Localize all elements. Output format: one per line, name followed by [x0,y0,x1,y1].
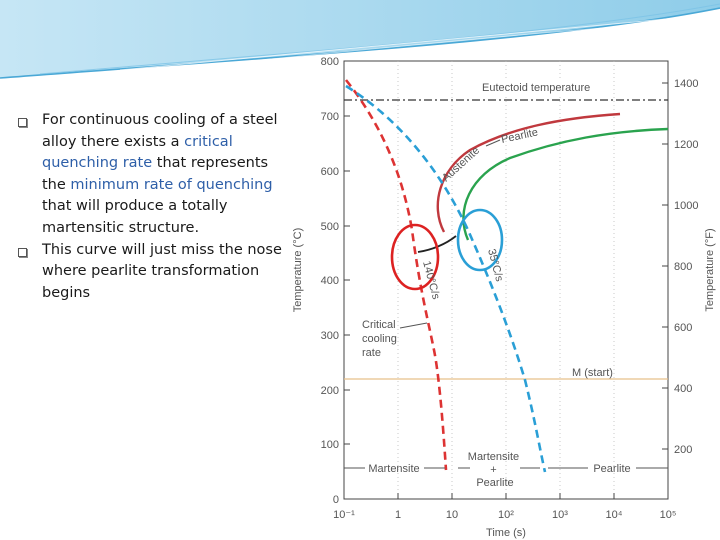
right-tick-label: 800 [674,261,692,273]
austenite-label: Austenite [440,145,482,185]
x-tick-label: 10³ [552,509,568,521]
right-tick-label: 1400 [674,78,698,90]
right-tick-label: 600 [674,322,692,334]
bullet-item: For continuous cooling of a steel alloy … [18,110,286,240]
header-swoosh [0,0,720,79]
eutectoid-label-bg [478,80,570,94]
bullet-square-icon [18,247,27,257]
left-tick-label: 100 [321,439,339,451]
rate-label-35: 35°C/s [485,248,505,284]
bullet-text-nose: This curve will just miss the nose where… [42,241,282,301]
pearlite-start-curve [436,112,621,233]
bullet-list: For continuous cooling of a steel alloy … [18,110,286,304]
slow-highlight-circle [456,208,504,272]
x-tick-label: 10⁻¹ [333,509,355,521]
bullet-item: This curve will just miss the nose where… [18,240,286,305]
pearlite-finish-curve [462,127,669,241]
left-tick-label: 400 [321,275,339,287]
x-tick-label: 10⁴ [606,509,623,521]
bottom-label-martensite: Martensite [368,463,419,475]
left-tick-label: 800 [321,56,339,68]
bullet-text-critical-rate: For continuous cooling of a steel alloy … [42,112,278,236]
transformation-end-line [417,235,457,253]
bottom-label-pearlite: Pearlite [593,463,630,475]
bottom-label-martensite-pearlite: Martensite + Pearlite [468,451,522,489]
y-axis-right-title: Temperature (°F) [704,228,716,311]
critical-rate-label: Critical cooling rate [362,319,400,359]
left-tick-label: 200 [321,385,339,397]
right-tick-label: 400 [674,383,692,395]
right-tick-label: 1200 [674,139,698,151]
eutectoid-label: Eutectoid temperature [482,82,590,94]
left-tick-label: 0 [333,494,339,506]
austenite-arrow [485,139,501,147]
cct-diagram: 0 100 200 300 400 500 600 700 800 200 40… [292,56,716,539]
critical-cooling-curve [344,79,448,471]
critical-highlight-circle [390,223,440,291]
rate-label-140: 140°C/s [420,260,442,302]
y-axis-left-title: Temperature (°C) [292,228,304,312]
slow-cooling-curve [345,84,547,473]
x-tick-label: 10 [446,509,458,521]
left-tick-label: 700 [321,111,339,123]
bullet-square-icon [18,118,27,127]
x-tick-label: 10⁵ [660,509,677,521]
critical-rate-pointer [399,322,428,329]
x-tick-label: 10² [498,509,514,521]
x-axis-title: Time (s) [486,527,526,539]
left-tick-label: 300 [321,330,339,342]
right-tick-label: 1000 [674,200,698,212]
ms-label: M (start) [572,367,613,379]
left-tick-label: 500 [321,221,339,233]
right-tick-label: 200 [674,444,692,456]
left-tick-label: 600 [321,166,339,178]
x-tick-label: 1 [395,509,401,521]
